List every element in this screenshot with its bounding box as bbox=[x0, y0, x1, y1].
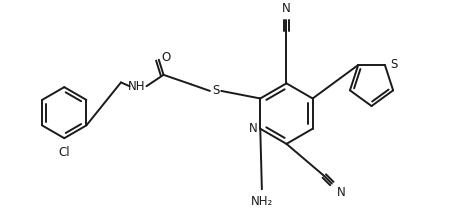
Text: Cl: Cl bbox=[58, 146, 70, 159]
Text: N: N bbox=[337, 186, 345, 200]
Text: N: N bbox=[249, 122, 257, 135]
Text: S: S bbox=[212, 84, 219, 97]
Text: NH: NH bbox=[128, 80, 146, 93]
Text: NH₂: NH₂ bbox=[251, 195, 273, 208]
Text: S: S bbox=[391, 58, 398, 71]
Text: N: N bbox=[282, 2, 291, 15]
Text: O: O bbox=[162, 51, 171, 64]
